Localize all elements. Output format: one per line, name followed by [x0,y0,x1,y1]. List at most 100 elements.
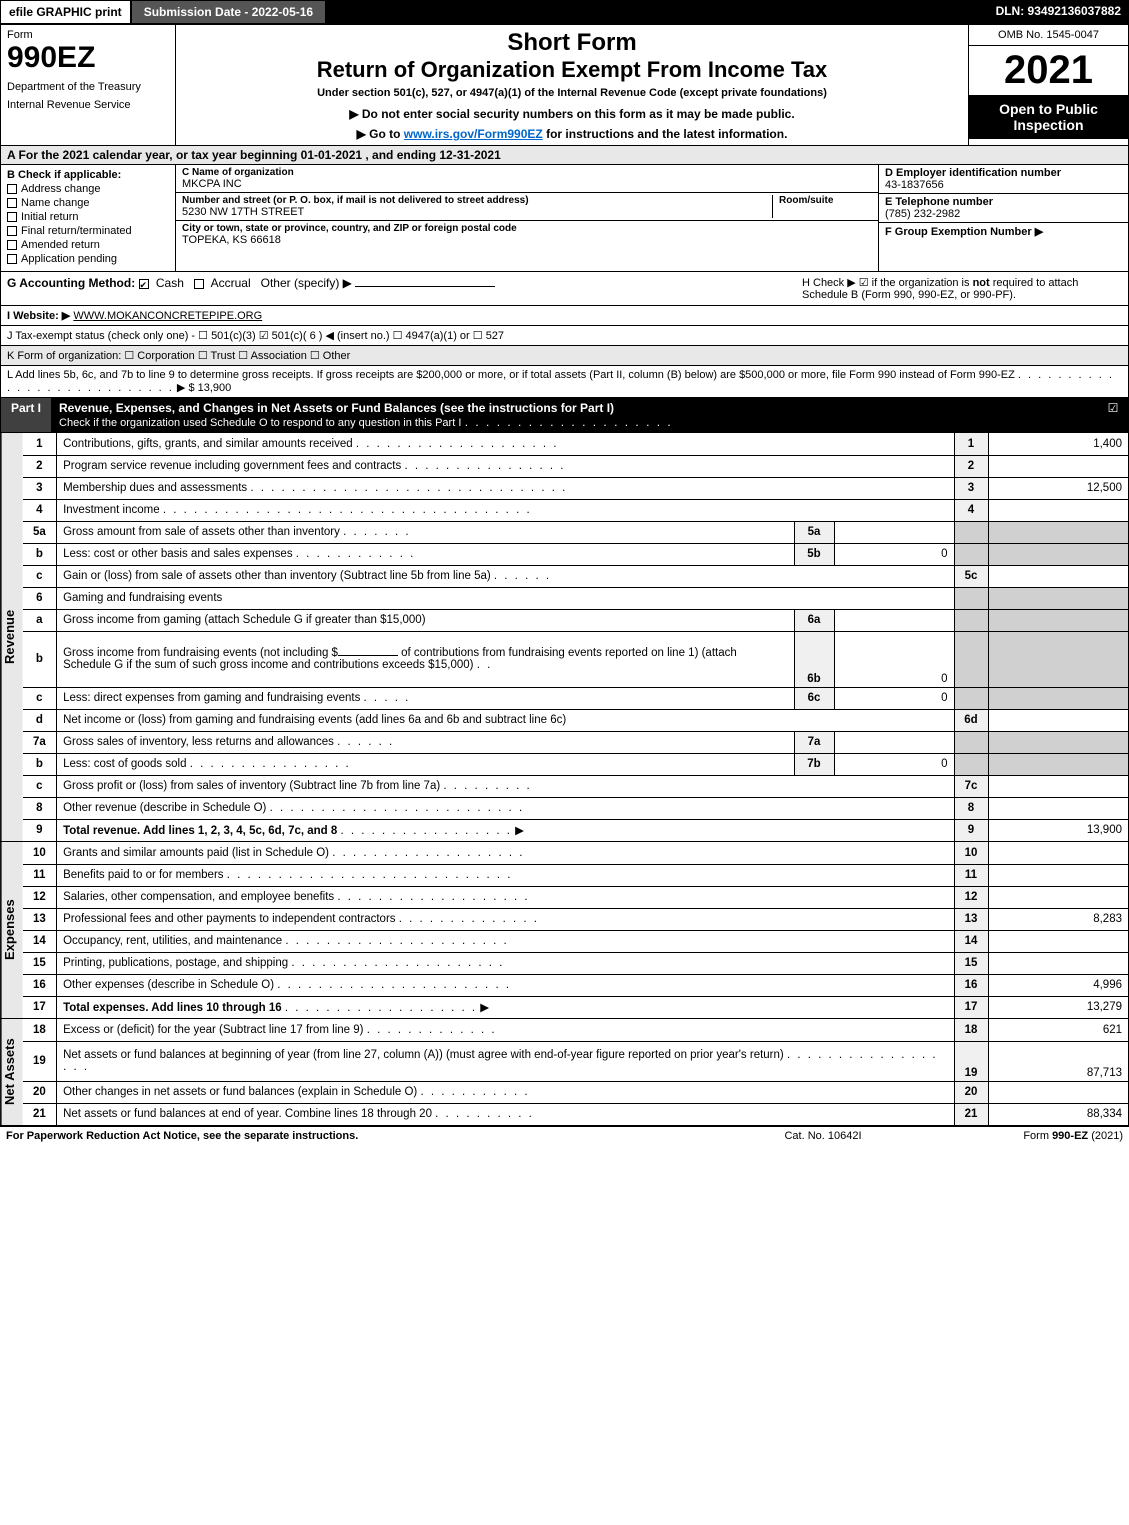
line-11: 11Benefits paid to or for members . . . … [23,864,1128,886]
city-block: City or town, state or province, country… [176,221,878,248]
page-footer: For Paperwork Reduction Act Notice, see … [0,1126,1129,1145]
ln-ref-shade [954,731,988,753]
chk-final-return[interactable]: Final return/terminated [7,225,169,237]
ln-num: b [23,543,57,565]
line-6d: dNet income or (loss) from gaming and fu… [23,709,1128,731]
ln-amt: 13,900 [988,819,1128,841]
ln-desc: Grants and similar amounts paid (list in… [57,842,954,864]
expenses-side-label: Expenses [1,842,23,1018]
part1-header: Part I Revenue, Expenses, and Changes in… [0,398,1129,433]
ln-desc: Occupancy, rent, utilities, and maintena… [57,930,954,952]
ln-amt [988,797,1128,819]
ln-amt: 12,500 [988,477,1128,499]
line-17: 17Total expenses. Add lines 10 through 1… [23,996,1128,1018]
checkbox-icon[interactable] [7,184,17,194]
form-number: 990EZ [7,41,169,75]
org-name-label: C Name of organization [182,167,872,178]
ln-num: 10 [23,842,57,864]
ln-sub-val [834,609,954,631]
ln-num: 15 [23,952,57,974]
row-i-website: I Website: ▶ WWW.MOKANCONCRETEPIPE.ORG [0,306,1129,326]
street-label: Number and street (or P. O. box, if mail… [182,195,772,206]
chk-name-change[interactable]: Name change [7,197,169,209]
checkbox-icon[interactable] [7,226,17,236]
chk-label: Amended return [21,239,100,251]
chk-app-pending[interactable]: Application pending [7,253,169,265]
checkbox-icon[interactable] [7,254,17,264]
line-15: 15Printing, publications, postage, and s… [23,952,1128,974]
ln-desc: Gaming and fundraising events [57,587,954,609]
ssn-notice: ▶ Do not enter social security numbers o… [184,107,960,121]
city-label: City or town, state or province, country… [182,223,872,234]
phone-label: E Telephone number [885,196,1122,208]
chk-amended-return[interactable]: Amended return [7,239,169,251]
line-19: 19Net assets or fund balances at beginni… [23,1041,1128,1081]
ln-num: b [23,753,57,775]
checkbox-cash-icon[interactable] [139,279,149,289]
tax-year: 2021 [969,46,1128,95]
ln-num: b [23,631,57,687]
netassets-side-label: Net Assets [1,1019,23,1125]
ln-num: a [23,609,57,631]
submission-date: Submission Date - 2022-05-16 [131,0,326,24]
ln-amt-shade [988,543,1128,565]
line-5b: bLess: cost or other basis and sales exp… [23,543,1128,565]
ln-num: c [23,775,57,797]
checkbox-accrual-icon[interactable] [194,279,204,289]
ln-num: c [23,687,57,709]
footer-right-bold: 990-EZ [1052,1130,1088,1142]
ln-num: 6 [23,587,57,609]
website-value[interactable]: WWW.MOKANCONCRETEPIPE.ORG [73,310,262,322]
ln-ref: 19 [954,1041,988,1081]
ln-ref: 21 [954,1103,988,1125]
checkbox-icon[interactable] [7,198,17,208]
chk-initial-return[interactable]: Initial return [7,211,169,223]
revenue-table: 1Contributions, gifts, grants, and simil… [23,433,1128,841]
blank-line[interactable] [338,655,398,656]
ln-ref: 18 [954,1019,988,1041]
chk-label: Application pending [21,253,117,265]
short-form-title: Short Form [184,29,960,57]
ln-desc: Less: cost of goods sold . . . . . . . .… [57,753,794,775]
ln-desc: Gross income from fundraising events (no… [57,631,794,687]
revenue-section: Revenue 1Contributions, gifts, grants, a… [0,433,1129,842]
ln-desc: Benefits paid to or for members . . . . … [57,864,954,886]
revenue-side-label: Revenue [1,433,23,841]
ln-num: 18 [23,1019,57,1041]
ln-amt: 4,996 [988,974,1128,996]
ln-amt: 621 [988,1019,1128,1041]
ln-sub-val [834,731,954,753]
other-label: Other (specify) ▶ [261,276,352,290]
ln-num: 13 [23,908,57,930]
ln-sub-num: 7a [794,731,834,753]
checkbox-icon[interactable] [7,240,17,250]
ln-desc: Net assets or fund balances at beginning… [57,1041,954,1081]
ln-desc: Gain or (loss) from sale of assets other… [57,565,954,587]
other-line[interactable] [355,286,495,287]
chk-address-change[interactable]: Address change [7,183,169,195]
header-center: Short Form Return of Organization Exempt… [176,25,968,145]
top-bar: efile GRAPHIC print Submission Date - 20… [0,0,1129,24]
topbar-spacer [326,0,987,24]
org-name: MKCPA INC [182,178,872,190]
dept-irs: Internal Revenue Service [7,99,169,111]
part1-checkbox[interactable]: ☑ [1098,398,1128,432]
ln-amt [988,499,1128,521]
ln-num: 11 [23,864,57,886]
ln-ref: 8 [954,797,988,819]
checkbox-icon[interactable] [7,212,17,222]
efile-label[interactable]: efile GRAPHIC print [0,0,131,24]
l-text: L Add lines 5b, 6c, and 7b to line 9 to … [7,369,1015,381]
ln-ref: 1 [954,433,988,455]
ln-num: 14 [23,930,57,952]
ln-num: 19 [23,1041,57,1081]
ln-amt [988,709,1128,731]
line-21: 21Net assets or fund balances at end of … [23,1103,1128,1125]
ln-desc: Salaries, other compensation, and employ… [57,886,954,908]
line-4: 4Investment income . . . . . . . . . . .… [23,499,1128,521]
line-7c: cGross profit or (loss) from sales of in… [23,775,1128,797]
irs-link[interactable]: www.irs.gov/Form990EZ [404,127,543,141]
accounting-method: G Accounting Method: Cash Accrual Other … [7,276,802,301]
ein-value: 43-1837656 [885,179,1122,191]
ln-desc: Other revenue (describe in Schedule O) .… [57,797,954,819]
